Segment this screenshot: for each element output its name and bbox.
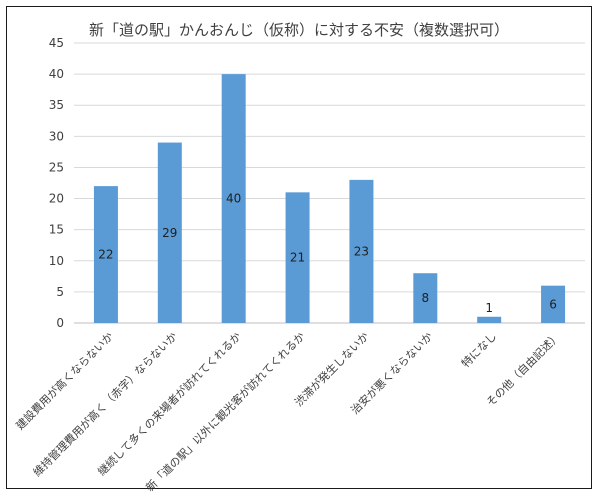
category-label: 継続して多くの来場者が訪れてくれるか bbox=[95, 329, 244, 478]
bar bbox=[221, 74, 246, 323]
y-tick-label: 35 bbox=[49, 98, 64, 112]
data-label: 8 bbox=[421, 291, 429, 305]
bar bbox=[157, 142, 182, 323]
data-label: 29 bbox=[162, 226, 177, 240]
category-label: 特になし bbox=[458, 329, 499, 370]
data-label: 40 bbox=[226, 192, 241, 206]
y-tick-label: 45 bbox=[49, 36, 64, 50]
y-tick-label: 15 bbox=[49, 223, 64, 237]
data-label: 23 bbox=[354, 244, 369, 258]
data-label: 1 bbox=[485, 301, 493, 315]
y-tick-label: 20 bbox=[49, 192, 64, 206]
data-label: 22 bbox=[98, 248, 113, 262]
y-axis-ticks: 0 5 10 15 20 25 30 35 40 45 bbox=[49, 36, 64, 330]
bar bbox=[413, 273, 438, 323]
data-labels: 22 29 40 21 23 8 1 6 bbox=[98, 192, 557, 315]
bar bbox=[541, 285, 566, 323]
y-tick-label: 0 bbox=[56, 316, 64, 330]
bar bbox=[285, 192, 310, 323]
bar bbox=[349, 179, 374, 323]
y-tick-label: 5 bbox=[56, 285, 64, 299]
bars bbox=[93, 74, 566, 323]
y-tick-label: 10 bbox=[49, 254, 64, 268]
data-label: 21 bbox=[290, 251, 305, 265]
bar bbox=[93, 186, 118, 323]
gridlines bbox=[74, 42, 585, 324]
y-tick-label: 30 bbox=[49, 129, 64, 143]
data-label: 6 bbox=[549, 297, 557, 311]
chart-title: 新「道の駅」かんおんじ（仮称）に対する不安（複数選択可） bbox=[88, 21, 509, 39]
category-label: 維持管理費用が高く（赤字）ならないか bbox=[30, 329, 180, 479]
y-tick-label: 40 bbox=[49, 67, 64, 81]
bar bbox=[477, 316, 502, 323]
y-tick-label: 25 bbox=[49, 160, 64, 174]
category-labels: 建設費用が高くならないか維持管理費用が高く（赤字）ならないか継続して多くの来場者… bbox=[13, 329, 563, 494]
